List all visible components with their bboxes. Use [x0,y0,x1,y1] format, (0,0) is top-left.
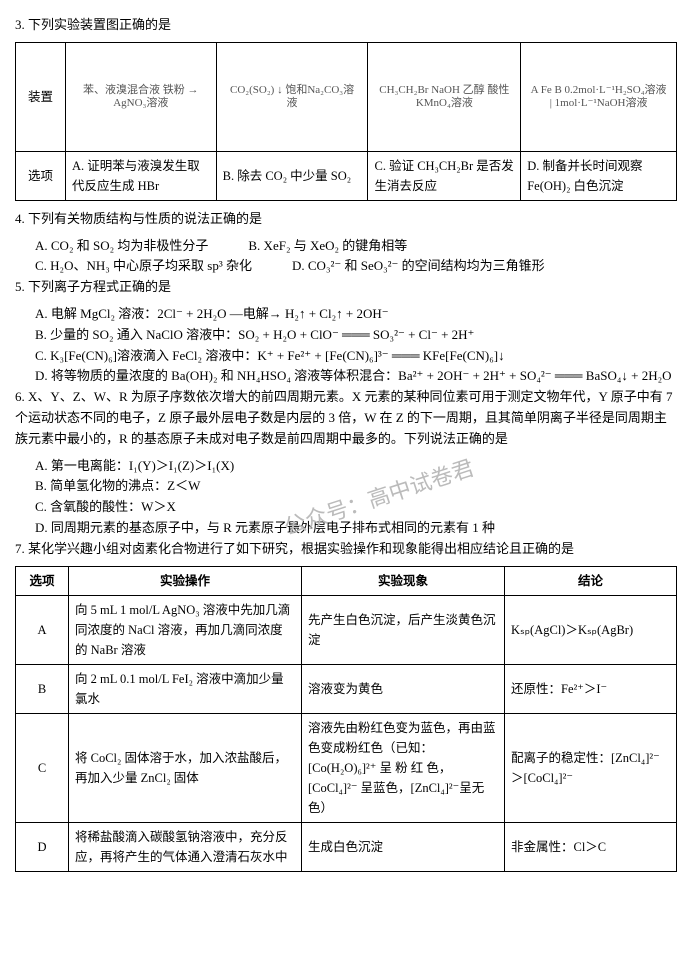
q3-table: 装置 苯、液溴混合液 铁粉 → AgNO₃溶液 CO₂(SO₂) ↓ 饱和Na₂… [15,42,677,201]
q7-rB-opt: B [16,664,69,713]
q3-diagram-c: CH₃CH₂Br NaOH 乙醇 酸性 KMnO₄溶液 [368,42,521,151]
q7-rA-con: Kₛₚ(AgCl)＞Kₛₚ(AgBr) [505,595,677,664]
q6-opt-c: C. 含氧酸的酸性：W＞X [35,497,677,518]
q3-diagD-text: A Fe B 0.2mol·L⁻¹H₂SO₄溶液 | 1mol·L⁻¹NaOH溶… [527,82,670,112]
q7-rA-opt: A [16,595,69,664]
q4-opt-a: A. CO₂ 和 SO₂ 均为非极性分子 [35,236,208,257]
q7-h2: 实验现象 [302,566,505,595]
q7-rB-con: 还原性：Fe²⁺＞I⁻ [505,664,677,713]
q3-opt-a: A. 证明苯与液溴发生取代反应生成 HBr [65,151,216,200]
q5-opt-d: D. 将等物质的量浓度的 Ba(OH)₂ 和 NH₄HSO₄ 溶液等体积混合：B… [35,366,677,387]
q4-opt-c: C. H₂O、NH₃ 中心原子均采取 sp³ 杂化 [35,256,252,277]
q7-h3: 结论 [505,566,677,595]
q6-stem: 6. X、Y、Z、W、R 为原子序数依次增大的前四周期元素。X 元素的某种同位素… [15,387,677,449]
q3-opt-d: D. 制备并长时间观察 Fe(OH)₂ 白色沉淀 [521,151,677,200]
q3-diagA-text: 苯、液溴混合液 铁粉 → AgNO₃溶液 [72,82,210,112]
q3-stem: 3. 下列实验装置图正确的是 [15,15,677,36]
q7-rD-op: 将稀盐酸滴入碳酸氢钠溶液中，充分反应，再将产生的气体通入澄清石灰水中 [69,822,302,871]
q3-diagram-a: 苯、液溴混合液 铁粉 → AgNO₃溶液 [65,42,216,151]
q7-rC-op: 将 CoCl₂ 固体溶于水，加入浓盐酸后，再加入少量 ZnCl₂ 固体 [69,713,302,822]
q7-rD-con: 非金属性：Cl＞C [505,822,677,871]
q7-rA-op: 向 5 mL 1 mol/L AgNO₃ 溶液中先加几滴同浓度的 NaCl 溶液… [69,595,302,664]
q3-opt-c: C. 验证 CH₃CH₂Br 是否发生消去反应 [368,151,521,200]
q6-opt-d: D. 同周期元素的基态原子中，与 R 元素原子最外层电子排布式相同的元素有 1 … [35,518,677,539]
q7-table: 选项 实验操作 实验现象 结论 A 向 5 mL 1 mol/L AgNO₃ 溶… [15,566,677,872]
q5-opt-b: B. 少量的 SO₂ 通入 NaClO 溶液中：SO₂ + H₂O + ClO⁻… [35,325,677,346]
q3-opt-b: B. 除去 CO₂ 中少量 SO₂ [216,151,368,200]
q7-rD-ph: 生成白色沉淀 [302,822,505,871]
q3-diagram-d: A Fe B 0.2mol·L⁻¹H₂SO₄溶液 | 1mol·L⁻¹NaOH溶… [521,42,677,151]
q7-h1: 实验操作 [69,566,302,595]
q7-rB-ph: 溶液变为黄色 [302,664,505,713]
q7-rA-ph: 先产生白色沉淀，后产生淡黄色沉淀 [302,595,505,664]
q5-opt-c: C. K₃[Fe(CN)₆]溶液滴入 FeCl₂ 溶液中：K⁺ + Fe²⁺ +… [35,346,677,367]
q6-opt-a: A. 第一电离能：I₁(Y)＞I₁(Z)＞I₁(X) [35,456,677,477]
q7-rB-op: 向 2 mL 0.1 mol/L FeI₂ 溶液中滴加少量氯水 [69,664,302,713]
q7-rC-con: 配离子的稳定性：[ZnCl₄]²⁻＞[CoCl₄]²⁻ [505,713,677,822]
q5-opt-a: A. 电解 MgCl₂ 溶液：2Cl⁻ + 2H₂O —电解→ H₂↑ + Cl… [35,304,677,325]
q7-rD-opt: D [16,822,69,871]
q3-row1-label: 装置 [16,42,66,151]
q3-diagB-text: CO₂(SO₂) ↓ 饱和Na₂CO₃溶液 [223,82,362,112]
q4-opt-d: D. CO₃²⁻ 和 SeO₃²⁻ 的空间结构均为三角锥形 [292,256,545,277]
q3-row2-label: 选项 [16,151,66,200]
q3-diagC-text: CH₃CH₂Br NaOH 乙醇 酸性 KMnO₄溶液 [374,82,514,112]
q3-diagram-b: CO₂(SO₂) ↓ 饱和Na₂CO₃溶液 [216,42,368,151]
q7-stem: 7. 某化学兴趣小组对卤素化合物进行了如下研究，根据实验操作和现象能得出相应结论… [15,539,677,560]
q7-rC-ph: 溶液先由粉红色变为蓝色，再由蓝色变成粉红色（已知：[Co(H₂O)₆]²⁺ 呈 … [302,713,505,822]
q7-rC-opt: C [16,713,69,822]
q4-stem: 4. 下列有关物质结构与性质的说法正确的是 [15,209,677,230]
q6-opt-b: B. 简单氢化物的沸点：Z＜W [35,476,677,497]
q7-h0: 选项 [16,566,69,595]
q5-stem: 5. 下列离子方程式正确的是 [15,277,677,298]
q4-opt-b: B. XeF₂ 与 XeO₂ 的键角相等 [248,236,407,257]
